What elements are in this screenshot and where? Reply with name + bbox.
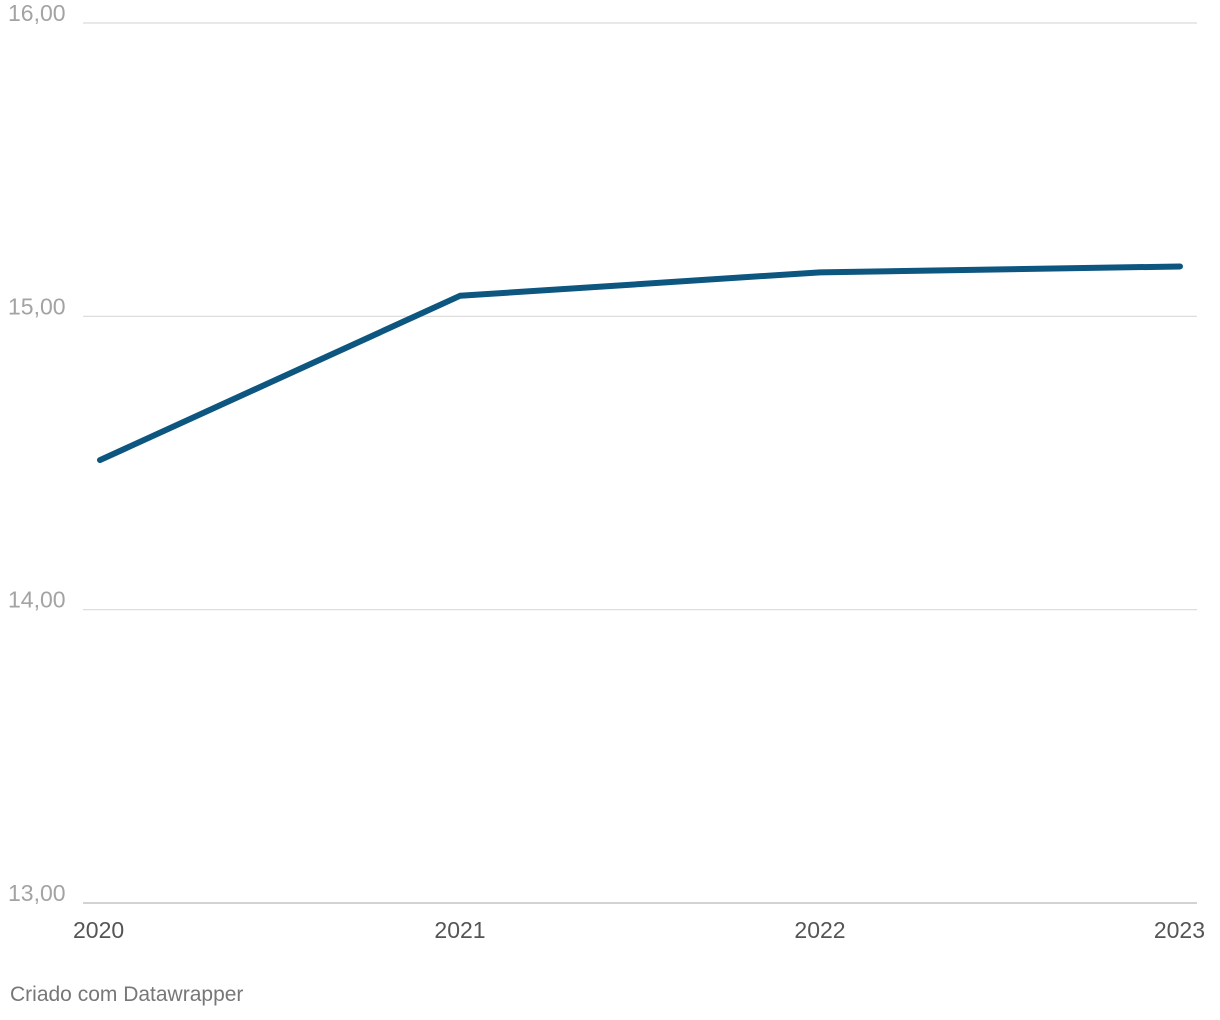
credit-text: Criado com Datawrapper xyxy=(10,983,244,1006)
y-gridlines xyxy=(83,22,1197,904)
series-line xyxy=(97,263,1183,464)
y-axis-ticks: 13,00 14,00 15,00 16,00 xyxy=(8,0,66,906)
y-tick-label: 14,00 xyxy=(8,587,66,613)
x-tick-label: 2023 xyxy=(1154,917,1205,943)
y-tick-label: 15,00 xyxy=(8,293,66,319)
y-tick-label: 16,00 xyxy=(8,0,66,26)
x-axis-ticks: 2020 2021 2022 2023 xyxy=(73,917,1205,943)
x-tick-label: 2020 xyxy=(73,917,124,943)
x-tick-label: 2022 xyxy=(794,917,845,943)
x-tick-label: 2021 xyxy=(434,917,485,943)
line-chart: 13,00 14,00 15,00 16,00 2020 2021 2022 2023 xyxy=(8,0,1205,943)
series-lines xyxy=(97,263,1183,464)
y-tick-label: 13,00 xyxy=(8,880,66,906)
